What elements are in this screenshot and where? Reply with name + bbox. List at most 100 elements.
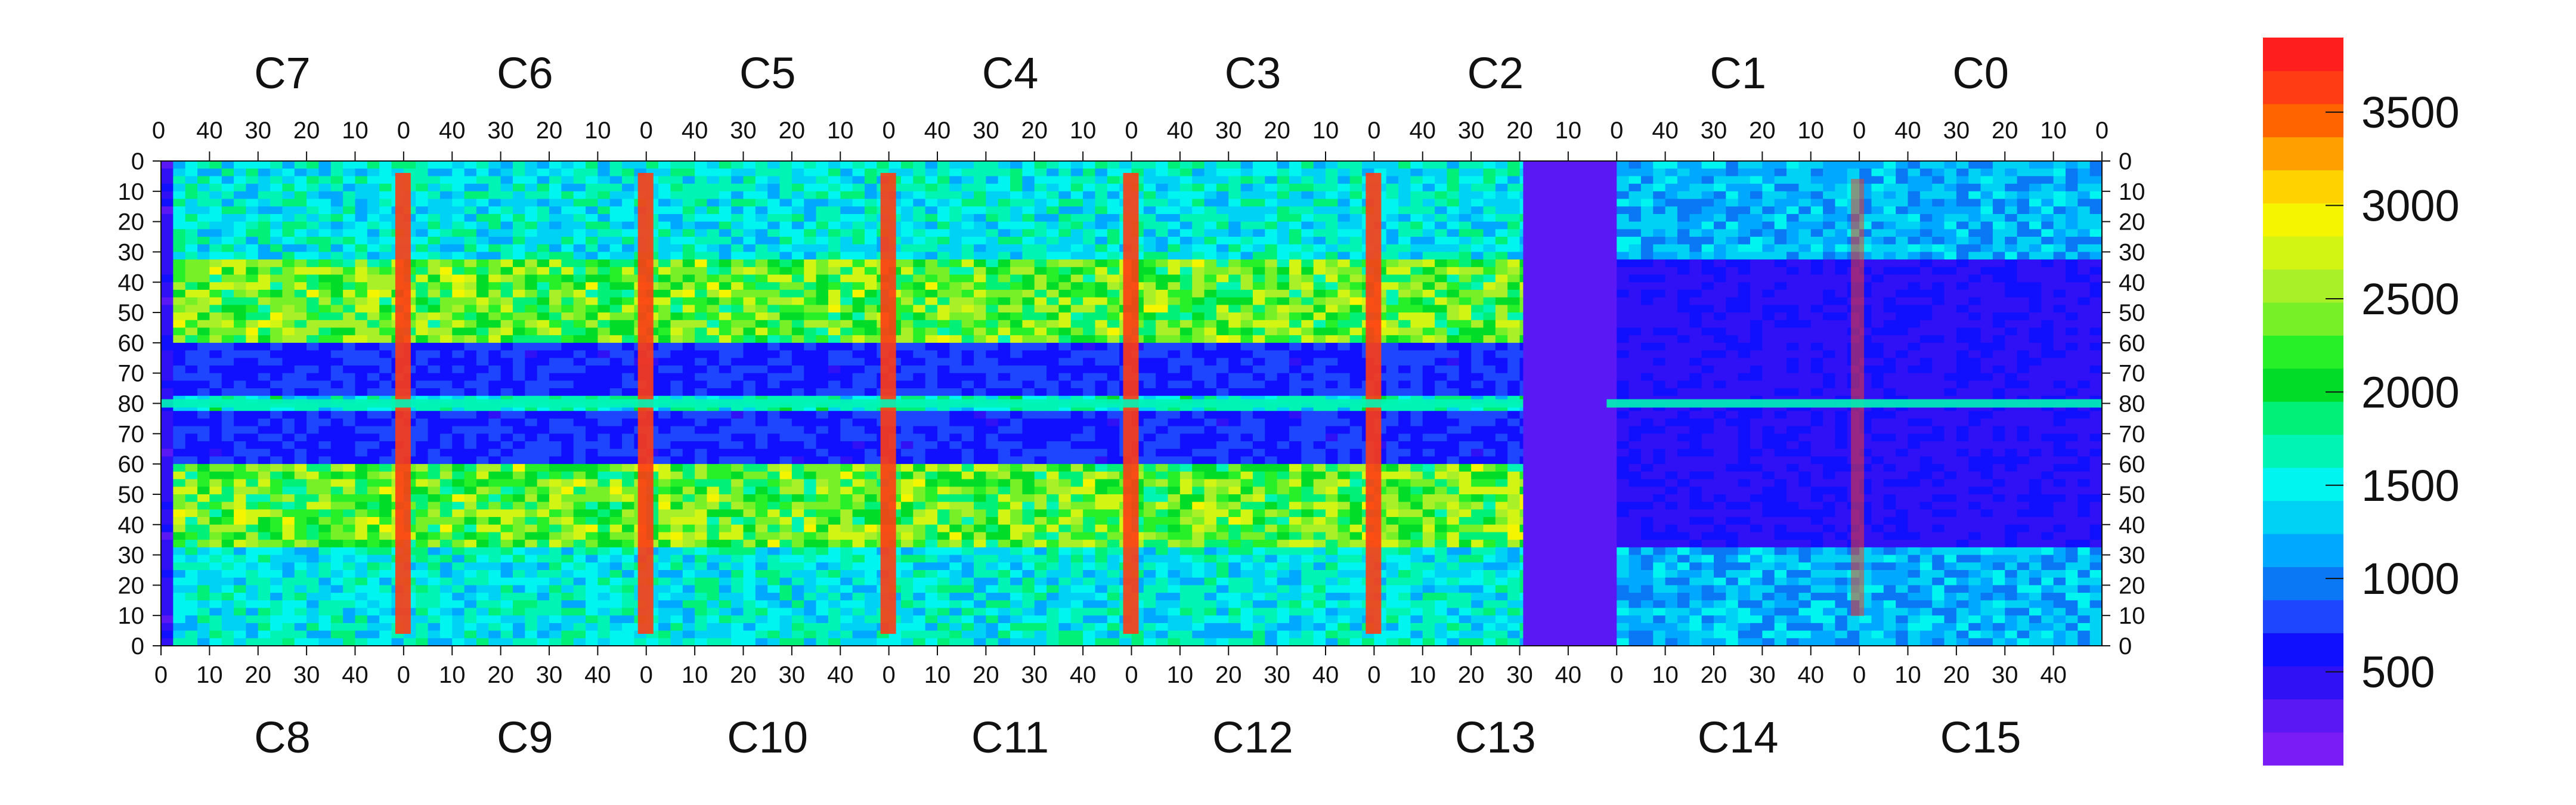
heatmap-cell [804,297,817,305]
heatmap-cell [791,199,804,207]
heatmap-cell [1265,335,1278,343]
heatmap-cell [1495,312,1508,321]
heatmap-cell [343,350,356,358]
heatmap-cell [743,320,756,329]
heatmap-cell [961,297,974,305]
heatmap-cell [343,213,356,222]
heatmap-cell [1714,380,1726,389]
heatmap-cell [767,274,781,283]
heatmap-cell [1883,342,1896,351]
heatmap-cell [779,267,792,275]
heatmap-cell [197,176,210,184]
heatmap-cell [1908,305,1921,313]
heatmap-cell [670,229,683,237]
heatmap-cell [439,305,453,313]
heatmap-cell [452,358,465,366]
heatmap-cell [512,252,525,260]
heatmap-cell [318,221,332,230]
heatmap-cell [379,161,392,169]
heatmap-cell [452,221,465,230]
heatmap-cell [416,176,429,184]
heatmap-cell [1240,267,1253,275]
heatmap-cell [161,259,174,268]
heatmap-cell [707,252,720,260]
heatmap-cell [318,342,332,351]
heatmap-cell [561,373,574,381]
heatmap-cell [974,327,986,336]
heatmap-cell [937,221,950,230]
heatmap-cell [852,350,865,358]
heatmap-cell [864,365,877,374]
heatmap-cell [609,206,623,215]
heatmap-cell [670,312,683,321]
heatmap-cell [755,199,768,207]
heatmap-cell [294,373,307,381]
heatmap-cell [1034,289,1047,298]
heatmap-cell [1058,206,1072,215]
heatmap-cell [318,320,332,329]
heatmap-cell [1095,358,1108,366]
heatmap-cell [1265,305,1278,313]
heatmap-cell [1762,305,1775,313]
heatmap-cell [1835,191,1848,200]
heatmap-cell [1168,237,1181,245]
heatmap-cell [1410,350,1423,358]
heatmap-cell [476,350,489,358]
heatmap-cell [1653,259,1666,268]
heatmap-cell [1956,221,1969,230]
heatmap-cell [1883,168,1896,177]
heatmap-cell [1156,206,1169,215]
heatmap-cell [270,168,283,177]
heatmap-cell [961,373,974,381]
heatmap-cell [416,221,429,230]
heatmap-cell [670,320,683,329]
heatmap-cell [1689,161,1702,169]
heatmap-cell [864,358,877,366]
heatmap-cell [573,244,586,253]
heatmap-cell [294,259,307,268]
heatmap-cell [1738,221,1751,230]
heatmap-cell [2041,161,2054,169]
heatmap-cell [197,213,210,222]
heatmap-cell [695,184,708,192]
heatmap-cell [330,305,343,313]
heatmap-cell [1823,289,1836,298]
heatmap-cell [1726,161,1739,169]
heatmap-cell [1265,282,1278,290]
heatmap-cell [573,335,586,343]
heatmap-cell [1726,206,1739,215]
heatmap-cell [221,312,234,321]
heatmap-cell [1908,213,1921,222]
heatmap-cell [937,191,950,200]
heatmap-cell [1435,244,1448,253]
heatmap-cell [743,213,756,222]
heatmap-cell [1883,305,1896,313]
heatmap-cell [512,320,525,329]
heatmap-cell [1980,252,1993,260]
heatmap-cell [416,252,429,260]
heatmap-cell [998,373,1011,381]
heatmap-cell [161,168,174,177]
heatmap-cell [1349,229,1363,237]
heatmap-cell [1010,388,1023,397]
heatmap-cell [1908,252,1921,260]
heatmap-cell [682,327,695,336]
heatmap-cell [1968,320,1981,329]
heatmap-cell [294,244,307,253]
heatmap-cell [2017,350,2030,358]
heatmap-cell [318,259,332,268]
heatmap-cell [173,213,186,222]
heatmap-cell [1896,305,1909,313]
heatmap-cell [1398,237,1411,245]
heatmap-cell [767,373,781,381]
heatmap-cell [1714,373,1726,381]
heatmap-cell [318,252,332,260]
heatmap-cell [2077,161,2091,169]
heatmap-cell [258,199,271,207]
heatmap-cell [282,312,295,321]
heatmap-cell [719,221,732,230]
heatmap-cell [1252,191,1265,200]
heatmap-cell [1337,168,1351,177]
heatmap-cell [1192,221,1205,230]
heatmap-cell [998,221,1011,230]
